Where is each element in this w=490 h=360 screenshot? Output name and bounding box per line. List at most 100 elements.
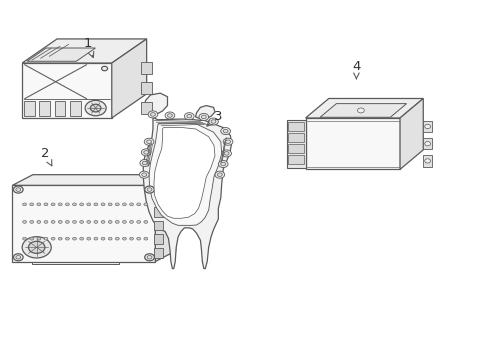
Circle shape	[218, 173, 222, 176]
Circle shape	[219, 161, 228, 168]
Circle shape	[144, 138, 154, 145]
Circle shape	[87, 203, 91, 206]
Circle shape	[148, 111, 158, 118]
Circle shape	[139, 171, 149, 178]
Circle shape	[80, 203, 84, 206]
Circle shape	[85, 100, 106, 116]
Text: 2: 2	[41, 147, 52, 166]
Text: 3: 3	[207, 110, 222, 126]
Polygon shape	[154, 248, 163, 258]
Circle shape	[13, 254, 23, 261]
Circle shape	[51, 220, 55, 223]
Circle shape	[223, 129, 228, 133]
Circle shape	[209, 118, 219, 125]
Circle shape	[425, 159, 431, 163]
Text: 1: 1	[83, 37, 94, 58]
Polygon shape	[112, 39, 147, 118]
Circle shape	[23, 220, 26, 223]
Polygon shape	[154, 221, 163, 230]
Circle shape	[58, 220, 62, 223]
Circle shape	[144, 150, 148, 154]
Circle shape	[211, 120, 216, 123]
Polygon shape	[423, 155, 432, 167]
Circle shape	[130, 237, 133, 240]
Polygon shape	[24, 101, 35, 116]
Polygon shape	[142, 102, 152, 114]
Polygon shape	[149, 123, 222, 225]
Polygon shape	[32, 261, 119, 264]
Polygon shape	[154, 193, 163, 203]
Circle shape	[223, 138, 233, 145]
Circle shape	[37, 203, 41, 206]
Circle shape	[73, 237, 76, 240]
Circle shape	[122, 237, 126, 240]
Circle shape	[16, 256, 21, 259]
Circle shape	[130, 220, 133, 223]
Polygon shape	[12, 175, 176, 185]
Polygon shape	[306, 118, 400, 169]
Circle shape	[16, 188, 21, 192]
Circle shape	[222, 150, 231, 157]
Circle shape	[150, 113, 155, 116]
Circle shape	[73, 203, 76, 206]
Circle shape	[147, 140, 151, 144]
Circle shape	[144, 237, 148, 240]
Polygon shape	[142, 82, 152, 94]
Polygon shape	[288, 155, 304, 164]
Circle shape	[90, 104, 101, 112]
Circle shape	[23, 237, 26, 240]
Polygon shape	[423, 138, 432, 149]
Polygon shape	[154, 127, 215, 218]
Polygon shape	[39, 101, 50, 116]
Circle shape	[115, 203, 119, 206]
Circle shape	[94, 203, 98, 206]
Circle shape	[122, 203, 126, 206]
Polygon shape	[154, 234, 163, 244]
Circle shape	[87, 220, 91, 223]
Polygon shape	[27, 48, 96, 61]
Circle shape	[37, 220, 41, 223]
Circle shape	[87, 237, 91, 240]
Circle shape	[101, 66, 108, 71]
Polygon shape	[306, 99, 423, 118]
Circle shape	[115, 237, 119, 240]
Polygon shape	[288, 122, 304, 131]
Text: 4: 4	[352, 60, 361, 79]
Circle shape	[101, 237, 105, 240]
Circle shape	[147, 256, 152, 259]
Circle shape	[94, 237, 98, 240]
Circle shape	[142, 173, 147, 176]
Circle shape	[23, 203, 26, 206]
Polygon shape	[22, 39, 147, 63]
Circle shape	[144, 203, 148, 206]
Circle shape	[358, 108, 365, 113]
Circle shape	[66, 203, 69, 206]
Circle shape	[224, 152, 229, 155]
Circle shape	[141, 149, 151, 156]
Circle shape	[425, 141, 431, 146]
Circle shape	[94, 220, 98, 223]
Circle shape	[122, 220, 126, 223]
Circle shape	[37, 237, 41, 240]
Circle shape	[80, 220, 84, 223]
Circle shape	[184, 113, 194, 120]
Circle shape	[165, 112, 175, 119]
Circle shape	[80, 237, 84, 240]
Polygon shape	[54, 101, 65, 116]
Circle shape	[44, 237, 48, 240]
Polygon shape	[423, 121, 432, 132]
Circle shape	[425, 125, 431, 129]
Circle shape	[144, 220, 148, 223]
Polygon shape	[70, 101, 80, 116]
Circle shape	[137, 203, 141, 206]
Polygon shape	[288, 144, 304, 153]
Circle shape	[58, 203, 62, 206]
Polygon shape	[287, 120, 306, 168]
Circle shape	[168, 114, 172, 117]
Circle shape	[108, 203, 112, 206]
Polygon shape	[400, 99, 423, 169]
Circle shape	[221, 162, 225, 166]
Circle shape	[187, 114, 192, 118]
Circle shape	[145, 186, 154, 193]
Circle shape	[201, 115, 206, 119]
